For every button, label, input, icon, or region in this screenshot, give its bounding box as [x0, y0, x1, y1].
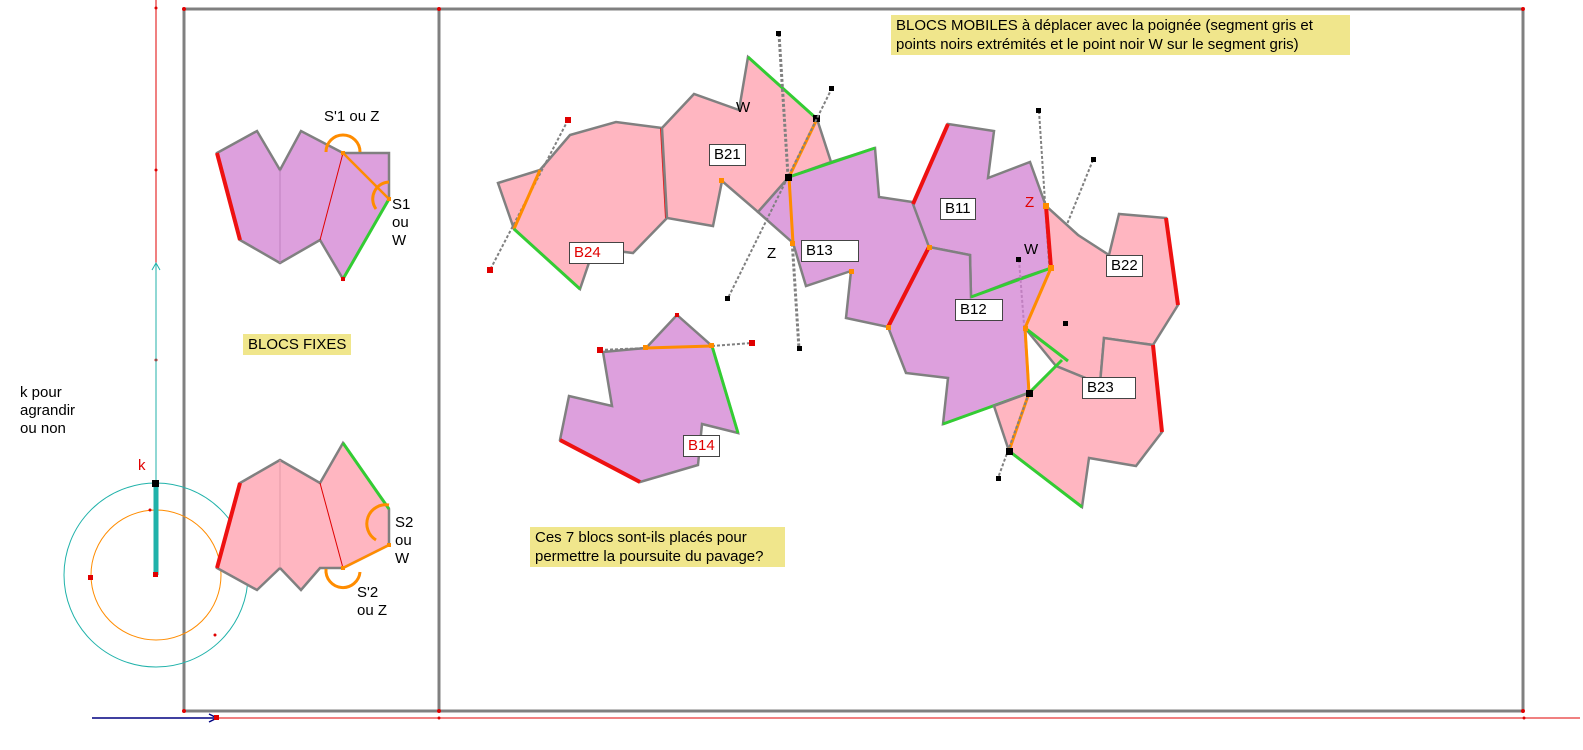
slider-arrow-icon [151, 261, 161, 271]
label-s2-z: S'2 ou Z [357, 584, 388, 619]
block-b14[interactable] [558, 313, 755, 484]
label-s1-w: S1 ou W [392, 196, 411, 249]
fixed-block-top [215, 129, 391, 282]
point-w-b21: W [736, 99, 751, 116]
label-b21: B21 [709, 144, 746, 166]
point-w-b11: W [1024, 241, 1039, 258]
label-s1-z: S'1 ou Z [324, 108, 380, 125]
label-b13: B13 [801, 240, 859, 262]
point-z-b11: Z [1025, 194, 1035, 211]
question-note: Ces 7 blocs sont-ils placés pour permett… [530, 527, 785, 567]
label-s2-w: S2 ou W [395, 514, 414, 567]
k-slider-label: k [138, 457, 146, 474]
label-b23: B23 [1082, 377, 1136, 399]
fixed-blocks-note: BLOCS FIXES [243, 334, 352, 355]
k-hint-text: k pour agrandir ou non [20, 384, 76, 437]
mobile-blocks-note: BLOCS MOBILES à déplacer avec la poignée… [891, 15, 1350, 55]
label-b11: B11 [940, 198, 976, 220]
outer-frame [182, 7, 1525, 713]
point-z-b13: Z [767, 245, 777, 262]
label-b24: B24 [569, 242, 624, 264]
label-b22: B22 [1106, 255, 1143, 277]
k-handle[interactable] [152, 480, 159, 487]
label-b14: B14 [683, 435, 720, 457]
fixed-block-bottom [215, 440, 391, 592]
label-b12: B12 [955, 299, 1003, 321]
